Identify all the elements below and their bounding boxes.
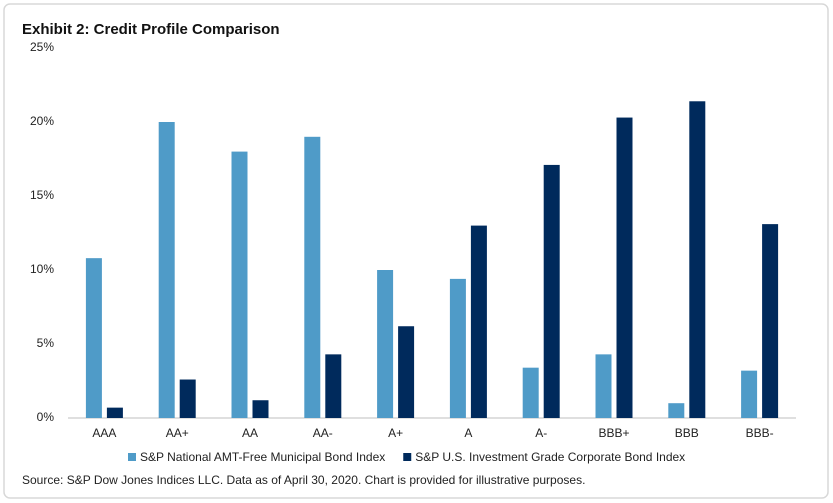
bar: [741, 370, 758, 418]
bar: [377, 270, 394, 418]
legend-swatch: [128, 453, 136, 461]
bar: [179, 379, 196, 418]
bar: [689, 101, 706, 418]
bar: [106, 407, 123, 418]
y-tick-label: 25%: [30, 40, 54, 54]
bar: [398, 326, 415, 418]
source-note: Source: S&P Dow Jones Indices LLC. Data …: [22, 473, 585, 487]
bar: [231, 151, 248, 418]
x-tick-label: A-: [535, 426, 547, 440]
y-tick-label: 20%: [30, 114, 54, 128]
bar: [252, 400, 269, 418]
bar: [85, 258, 102, 418]
chart-title: Exhibit 2: Credit Profile Comparison: [22, 21, 280, 38]
x-tick-label: AAA: [92, 426, 116, 440]
y-tick-label: 15%: [30, 188, 54, 202]
y-tick-label: 10%: [30, 262, 54, 276]
bar: [543, 164, 560, 418]
bar: [470, 225, 487, 418]
bar: [668, 403, 685, 418]
bar: [595, 354, 612, 418]
x-tick-label: AA-: [313, 426, 333, 440]
x-tick-label: A+: [388, 426, 403, 440]
bar: [304, 136, 321, 419]
x-tick-label: AA: [242, 426, 258, 440]
x-tick-label: AA+: [166, 426, 189, 440]
bar: [616, 117, 633, 418]
bar: [762, 224, 779, 418]
bar: [158, 122, 175, 418]
x-tick-label: BBB+: [598, 426, 629, 440]
y-tick-label: 5%: [37, 336, 55, 350]
x-tick-label: BBB: [675, 426, 699, 440]
x-tick-label: A: [464, 426, 472, 440]
bar: [522, 367, 539, 418]
bar: [325, 354, 342, 418]
y-tick-label: 0%: [37, 410, 55, 424]
legend-label: S&P National AMT-Free Municipal Bond Ind…: [140, 450, 385, 464]
legend-swatch: [403, 453, 412, 461]
bar: [449, 278, 466, 418]
x-tick-label: BBB-: [746, 426, 774, 440]
legend-label: S&P U.S. Investment Grade Corporate Bond…: [415, 450, 685, 464]
